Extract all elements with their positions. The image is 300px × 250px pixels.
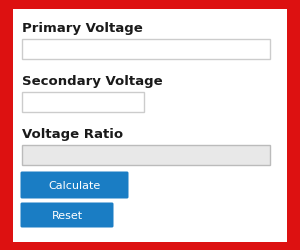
FancyBboxPatch shape — [22, 146, 270, 165]
Text: Secondary Voltage: Secondary Voltage — [22, 75, 163, 88]
FancyBboxPatch shape — [22, 40, 270, 60]
FancyBboxPatch shape — [20, 172, 128, 199]
FancyBboxPatch shape — [13, 10, 287, 242]
Text: Calculate: Calculate — [48, 180, 100, 190]
FancyBboxPatch shape — [20, 203, 113, 228]
Text: Reset: Reset — [51, 210, 82, 220]
Text: Primary Voltage: Primary Voltage — [22, 22, 143, 35]
FancyBboxPatch shape — [22, 93, 144, 112]
Text: Voltage Ratio: Voltage Ratio — [22, 128, 123, 140]
